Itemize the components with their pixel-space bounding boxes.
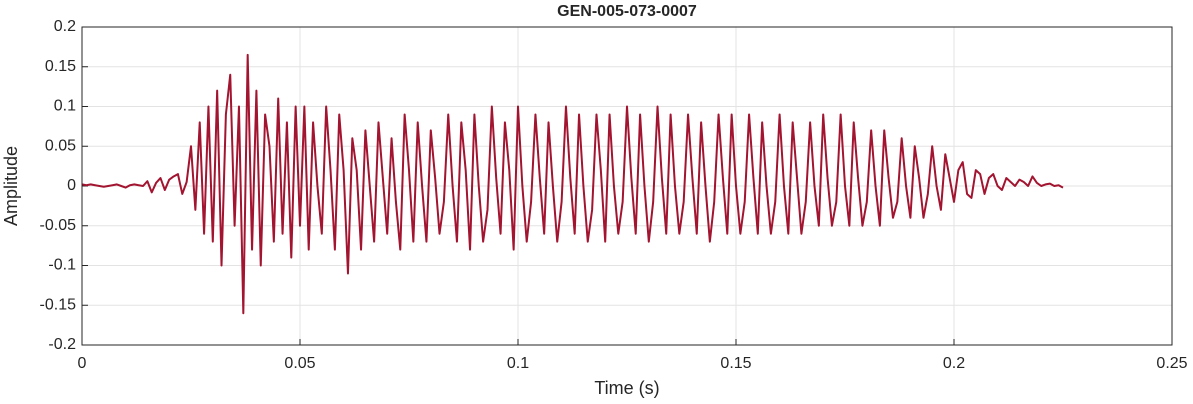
y-tick-label: -0.05 bbox=[40, 217, 77, 234]
y-tick-label: 0 bbox=[67, 177, 76, 194]
y-tick-label: 0.15 bbox=[45, 58, 76, 75]
x-tick-label: 0.25 bbox=[1156, 355, 1187, 372]
y-tick-label: 0.2 bbox=[54, 18, 76, 35]
x-tick-label: 0.1 bbox=[507, 355, 529, 372]
y-axis-label: Amplitude bbox=[1, 146, 21, 226]
x-tick-label: 0.15 bbox=[720, 355, 751, 372]
y-tick-label: 0.05 bbox=[45, 137, 76, 154]
y-tick-label: -0.15 bbox=[40, 296, 77, 313]
chart-title: GEN-005-073-0007 bbox=[557, 3, 697, 20]
plot-frame bbox=[81, 26, 1173, 346]
waveform-line bbox=[81, 53, 1064, 315]
x-tick-label: 0 bbox=[78, 355, 87, 372]
y-tick-label: -0.1 bbox=[48, 257, 76, 274]
x-axis-label: Time (s) bbox=[594, 378, 659, 398]
y-tick-label: -0.2 bbox=[48, 336, 76, 353]
x-tick-label: 0.2 bbox=[943, 355, 965, 372]
y-tick-label: 0.1 bbox=[54, 98, 76, 115]
x-tick-label: 0.05 bbox=[284, 355, 315, 372]
